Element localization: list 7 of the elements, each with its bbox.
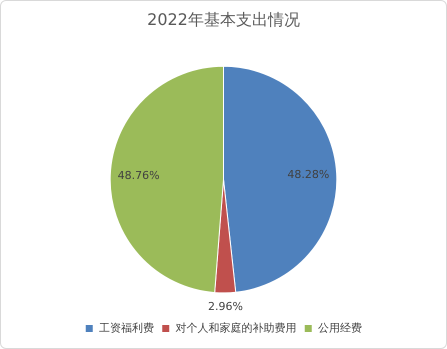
data-label: 48.28% xyxy=(287,168,330,181)
legend-label: 公用经费 xyxy=(318,321,362,334)
legend-label: 对个人和家庭的补助费用 xyxy=(175,321,296,334)
data-label: 48.76% xyxy=(118,169,160,182)
chart-title: 2022年基本支出情况 xyxy=(147,10,300,29)
legend-label: 工资福利费 xyxy=(98,321,154,334)
data-label: 2.96% xyxy=(208,300,243,313)
